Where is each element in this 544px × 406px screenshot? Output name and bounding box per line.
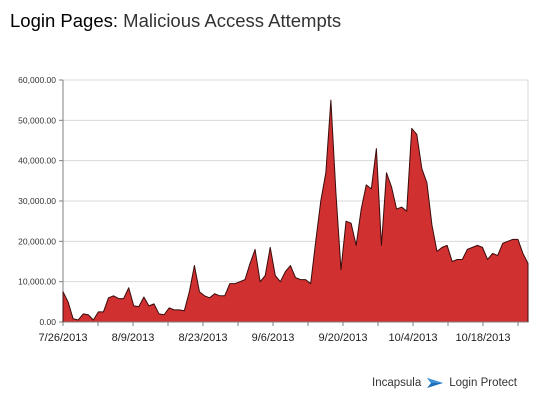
x-tick-label: 9/20/2013	[319, 332, 368, 344]
y-tick-label: 20,000.00	[18, 236, 56, 246]
y-tick-label: 40,000.00	[18, 156, 56, 166]
y-tick-label: 30,000.00	[18, 196, 56, 206]
y-tick-label: 50,000.00	[18, 115, 56, 125]
page-title: Login Pages: Malicious Access Attempts	[10, 10, 341, 32]
title-sub: Malicious Access Attempts	[123, 10, 342, 31]
series-area	[62, 99, 529, 323]
y-tick-label: 10,000.00	[18, 277, 56, 287]
x-tick-label: 10/18/2013	[455, 332, 510, 344]
x-tick-label: 10/4/2013	[389, 332, 438, 344]
brand-name: Incapsula	[372, 377, 422, 389]
footer-branding: Incapsula Login Protect	[372, 376, 517, 390]
y-tick-label: 0.00	[39, 317, 56, 327]
product-name: Login Protect	[449, 377, 517, 389]
x-tick-label: 8/9/2013	[112, 332, 155, 344]
y-axis: 0.00 10,000.00 20,000.00 30,000.00 40,000.00…	[18, 75, 64, 327]
x-axis: 7/26/2013 8/9/2013 8/23/2013 9/6/2013 9/20/2…	[39, 322, 519, 344]
x-tick-label: 9/6/2013	[252, 332, 295, 344]
title-main: Login Pages:	[10, 10, 119, 31]
x-tick-label: 8/23/2013	[179, 332, 228, 344]
x-tick-label: 7/26/2013	[39, 332, 88, 344]
incapsula-arrow-icon	[427, 378, 444, 388]
y-tick-label: 60,000.00	[18, 75, 56, 85]
